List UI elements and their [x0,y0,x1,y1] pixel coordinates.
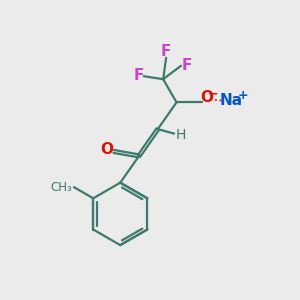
Text: H: H [176,128,186,142]
Text: F: F [133,68,144,83]
Text: O: O [200,90,213,105]
Text: CH₃: CH₃ [50,181,72,194]
Text: +: + [238,89,248,102]
Text: O: O [101,142,114,158]
Text: Na: Na [220,93,243,108]
Text: F: F [161,44,171,59]
Text: F: F [181,58,191,73]
Text: −: − [208,88,218,100]
